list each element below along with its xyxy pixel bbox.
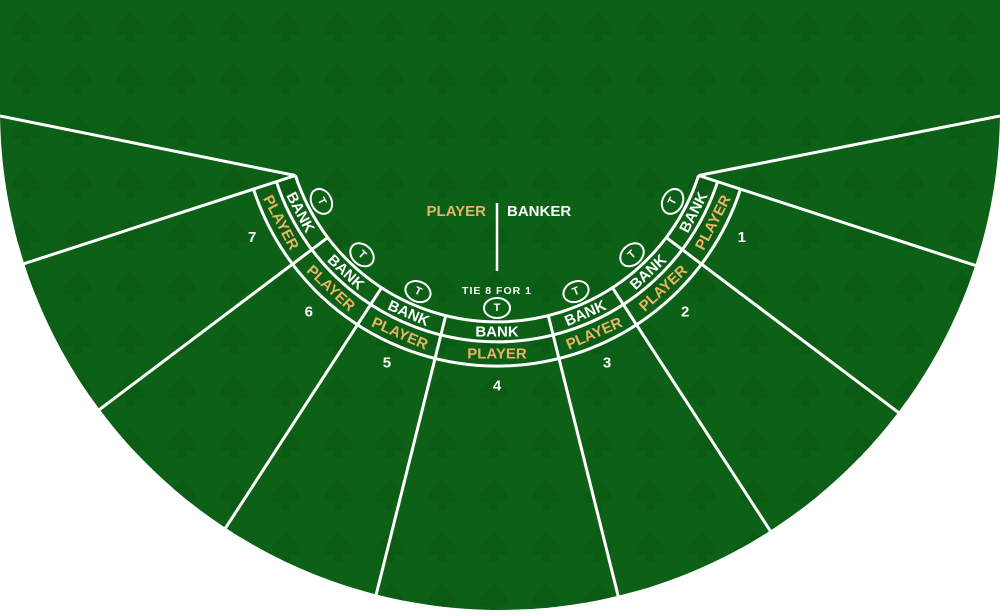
seat-4[interactable]: BANK PLAYER 4 T: [467, 297, 527, 395]
header-player-label: PLAYER: [427, 203, 487, 220]
seat-number: 7: [248, 229, 256, 246]
tie-bet-circle[interactable]: T: [402, 277, 434, 306]
rail-line-right: [698, 114, 1000, 177]
tie-payout-label: TIE 8 FOR 1: [462, 285, 532, 297]
seat-number: 3: [603, 355, 611, 372]
rail-line-left: [0, 114, 296, 177]
bank-bet-label[interactable]: BANK: [475, 324, 518, 341]
seat-divider-7: [2, 174, 296, 273]
tie-bet-circle[interactable]: T: [560, 277, 592, 306]
seat-divider-4: [369, 315, 448, 615]
seat-number: 1: [738, 229, 746, 246]
tie-icon-letter: T: [494, 302, 501, 314]
outer-arc: [252, 188, 742, 368]
tie-bet-circle[interactable]: T: [307, 185, 337, 217]
seat-divider-5: [212, 286, 383, 547]
seat-number: 5: [383, 355, 391, 372]
seat-number: 2: [681, 303, 689, 320]
player-bet-label[interactable]: PLAYER: [467, 346, 527, 363]
seat-divider-6: [80, 236, 329, 425]
middle-arc: [274, 181, 720, 344]
seat-divider-1: [665, 236, 914, 425]
inner-arc: [293, 175, 701, 324]
seat-number: 6: [305, 303, 313, 320]
tie-bet-circle[interactable]: T: [658, 185, 688, 217]
tie-icon-letter: T: [315, 196, 329, 208]
tie-icon-letter: T: [666, 195, 680, 207]
seat-number: 4: [493, 378, 502, 395]
seat-divider-0: [698, 174, 992, 273]
seat-divider-2: [611, 286, 782, 547]
tie-icon-letter: T: [571, 285, 582, 299]
tie-bet-circle[interactable]: T: [483, 297, 511, 319]
table-lines: [0, 114, 1000, 615]
seat-divider-3: [546, 315, 625, 615]
header-banker-label: BANKER: [507, 203, 571, 220]
tie-icon-letter: T: [413, 285, 424, 299]
